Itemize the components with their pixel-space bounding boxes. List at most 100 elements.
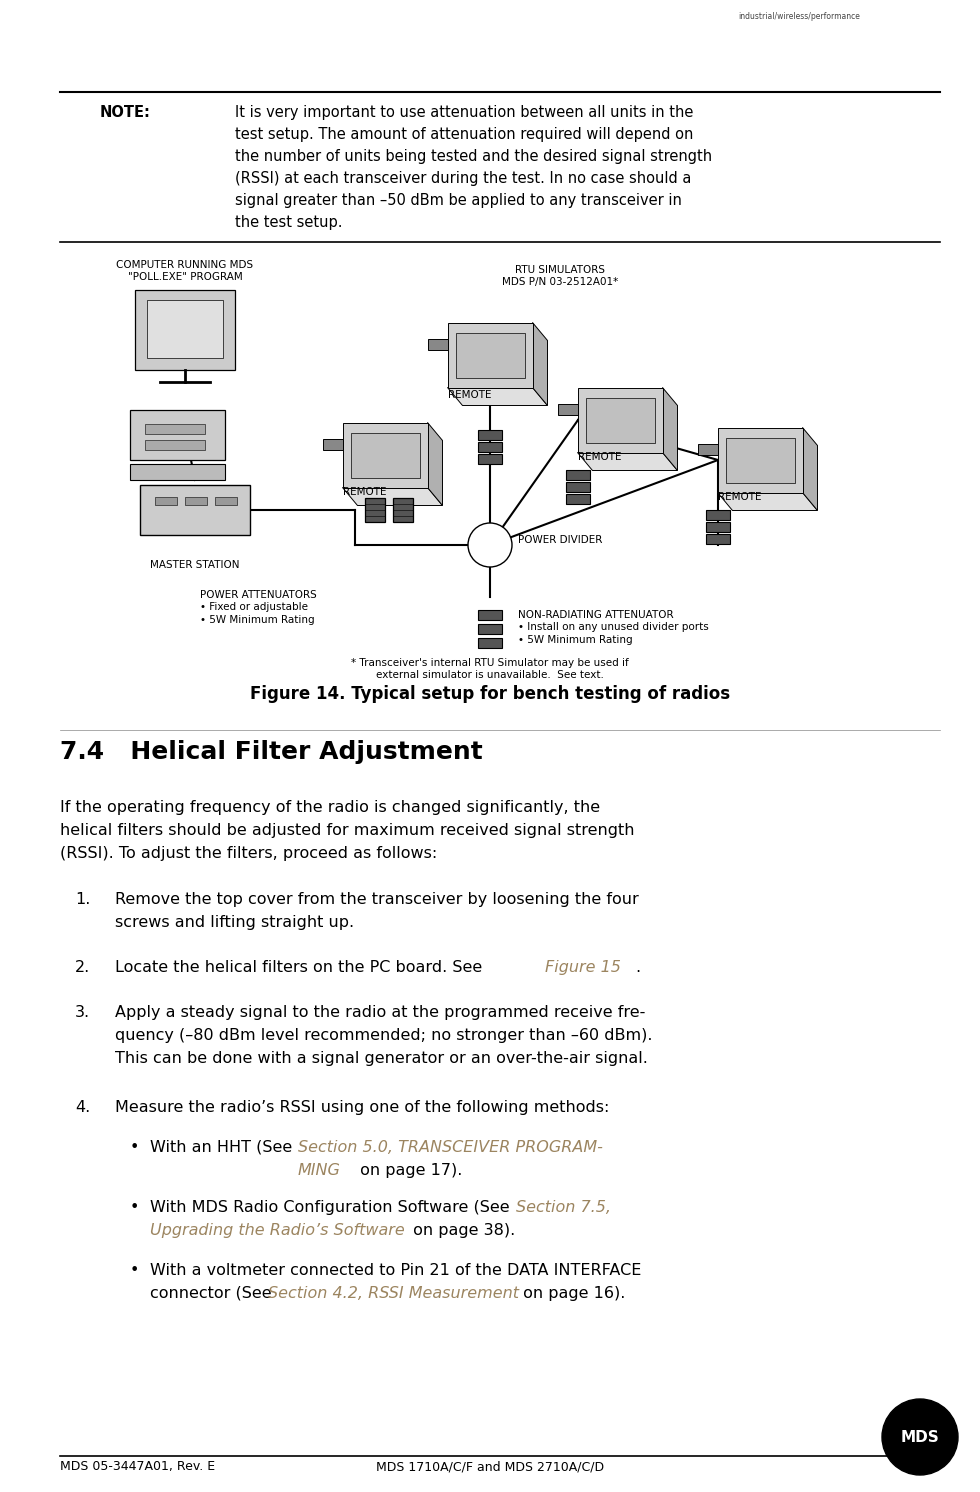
- Text: MDS 1710A/C/F and MDS 2710A/C/D: MDS 1710A/C/F and MDS 2710A/C/D: [376, 1461, 604, 1473]
- Text: Figure 14. Typical setup for bench testing of radios: Figure 14. Typical setup for bench testi…: [250, 685, 730, 703]
- Text: MING: MING: [298, 1162, 341, 1179]
- Circle shape: [468, 524, 512, 567]
- Text: on page 17).: on page 17).: [355, 1162, 463, 1179]
- Text: REMOTE: REMOTE: [578, 452, 621, 463]
- Bar: [393, 498, 413, 522]
- Bar: [478, 430, 502, 440]
- Bar: [135, 289, 235, 370]
- Polygon shape: [698, 445, 717, 455]
- Bar: [478, 454, 502, 464]
- Bar: [478, 610, 502, 621]
- Text: (RSSI). To adjust the filters, proceed as follows:: (RSSI). To adjust the filters, proceed a…: [60, 846, 437, 861]
- Text: (RSSI) at each transceiver during the test. In no case should a: (RSSI) at each transceiver during the te…: [235, 172, 691, 186]
- Text: on page 38).: on page 38).: [408, 1223, 515, 1238]
- Text: NOTE:: NOTE:: [100, 104, 151, 119]
- Bar: [566, 470, 590, 480]
- Polygon shape: [558, 404, 577, 415]
- Text: Measure the radio’s RSSI using one of the following methods:: Measure the radio’s RSSI using one of th…: [115, 1100, 610, 1115]
- Polygon shape: [717, 428, 803, 492]
- Bar: [706, 522, 730, 533]
- Text: 1.: 1.: [75, 892, 90, 907]
- Text: If the operating frequency of the radio is changed significantly, the: If the operating frequency of the radio …: [60, 800, 600, 815]
- Bar: [706, 510, 730, 521]
- Text: signal greater than –50 dBm be applied to any transceiver in: signal greater than –50 dBm be applied t…: [235, 192, 682, 207]
- Polygon shape: [448, 388, 548, 406]
- Text: RTU SIMULATORS
MDS P/N 03-2512A01*: RTU SIMULATORS MDS P/N 03-2512A01*: [502, 266, 618, 288]
- Text: Section 4.2, RSSI Measurement: Section 4.2, RSSI Measurement: [268, 1286, 519, 1301]
- Bar: [130, 464, 225, 480]
- Bar: [145, 424, 205, 434]
- Bar: [585, 397, 655, 443]
- Text: Locate the helical filters on the PC board. See: Locate the helical filters on the PC boa…: [115, 959, 487, 974]
- Text: MDS: MDS: [901, 1429, 940, 1444]
- Text: Figure 15: Figure 15: [545, 959, 621, 974]
- Polygon shape: [577, 452, 677, 470]
- Text: This can be done with a signal generator or an over-the-air signal.: This can be done with a signal generator…: [115, 1050, 648, 1065]
- Bar: [566, 482, 590, 492]
- Text: 3.: 3.: [75, 1006, 90, 1021]
- Text: With MDS Radio Configuration Software (See: With MDS Radio Configuration Software (S…: [150, 1200, 514, 1214]
- Polygon shape: [662, 388, 677, 470]
- Bar: [478, 639, 502, 648]
- Polygon shape: [577, 388, 662, 452]
- Polygon shape: [342, 488, 443, 506]
- Bar: [478, 442, 502, 452]
- Text: 4.: 4.: [75, 1100, 90, 1115]
- Circle shape: [882, 1399, 958, 1476]
- Polygon shape: [448, 322, 532, 388]
- Text: POWER DIVIDER: POWER DIVIDER: [518, 536, 603, 545]
- Bar: [145, 440, 205, 451]
- Text: the test setup.: the test setup.: [235, 215, 342, 230]
- Text: With a voltmeter connected to Pin 21 of the DATA INTERFACE: With a voltmeter connected to Pin 21 of …: [150, 1264, 641, 1279]
- Text: MDS 05-3447A01, Rev. E: MDS 05-3447A01, Rev. E: [60, 1461, 216, 1473]
- Text: 37: 37: [924, 1461, 940, 1473]
- Text: screws and lifting straight up.: screws and lifting straight up.: [115, 915, 354, 930]
- Bar: [185, 497, 207, 504]
- Bar: [456, 333, 524, 377]
- Polygon shape: [803, 428, 817, 510]
- Bar: [478, 624, 502, 634]
- Text: Section 5.0, TRANSCEIVER PROGRAM-: Section 5.0, TRANSCEIVER PROGRAM-: [298, 1140, 603, 1155]
- Text: •: •: [130, 1200, 139, 1214]
- Text: REMOTE: REMOTE: [718, 492, 761, 501]
- Bar: [147, 300, 223, 358]
- Polygon shape: [427, 339, 448, 351]
- Text: 7.4   Helical Filter Adjustment: 7.4 Helical Filter Adjustment: [60, 740, 483, 764]
- Text: Apply a steady signal to the radio at the programmed receive fre-: Apply a steady signal to the radio at th…: [115, 1006, 646, 1021]
- Polygon shape: [532, 322, 548, 406]
- Polygon shape: [342, 422, 427, 488]
- Text: It is very important to use attenuation between all units in the: It is very important to use attenuation …: [235, 104, 694, 119]
- Bar: [566, 494, 590, 504]
- Polygon shape: [427, 422, 443, 506]
- Text: REMOTE: REMOTE: [343, 486, 386, 497]
- Text: REMOTE: REMOTE: [448, 389, 492, 400]
- Bar: [351, 433, 419, 477]
- Polygon shape: [717, 492, 817, 510]
- Text: •: •: [130, 1264, 139, 1279]
- Text: •: •: [130, 1140, 139, 1155]
- Text: industrial/wireless/performance: industrial/wireless/performance: [738, 12, 860, 21]
- Text: .: .: [635, 959, 640, 974]
- Text: 2.: 2.: [75, 959, 90, 974]
- Polygon shape: [322, 439, 342, 451]
- Text: With an HHT (See: With an HHT (See: [150, 1140, 297, 1155]
- Text: quency (–80 dBm level recommended; no stronger than –60 dBm).: quency (–80 dBm level recommended; no st…: [115, 1028, 653, 1043]
- Bar: [155, 497, 177, 504]
- Bar: [130, 410, 225, 460]
- Bar: [725, 437, 795, 482]
- Text: MASTER STATION: MASTER STATION: [150, 560, 240, 570]
- Text: test setup. The amount of attenuation required will depend on: test setup. The amount of attenuation re…: [235, 127, 694, 142]
- Text: POWER ATTENUATORS
• Fixed or adjustable
• 5W Minimum Rating: POWER ATTENUATORS • Fixed or adjustable …: [200, 589, 317, 625]
- Text: the number of units being tested and the desired signal strength: the number of units being tested and the…: [235, 149, 712, 164]
- Text: on page 16).: on page 16).: [518, 1286, 625, 1301]
- Bar: [215, 497, 237, 504]
- Bar: [365, 498, 385, 522]
- Text: connector (See: connector (See: [150, 1286, 276, 1301]
- Text: Section 7.5,: Section 7.5,: [516, 1200, 611, 1214]
- Text: Remove the top cover from the transceiver by loosening the four: Remove the top cover from the transceive…: [115, 892, 639, 907]
- Text: COMPUTER RUNNING MDS
"POLL.EXE" PROGRAM: COMPUTER RUNNING MDS "POLL.EXE" PROGRAM: [117, 260, 254, 282]
- Text: helical filters should be adjusted for maximum received signal strength: helical filters should be adjusted for m…: [60, 824, 634, 839]
- Text: NON-RADIATING ATTENUATOR
• Install on any unused divider ports
• 5W Minimum Rati: NON-RADIATING ATTENUATOR • Install on an…: [518, 610, 709, 645]
- Bar: [140, 485, 250, 536]
- Text: * Transceiver's internal RTU Simulator may be used if
external simulator is unav: * Transceiver's internal RTU Simulator m…: [351, 658, 629, 680]
